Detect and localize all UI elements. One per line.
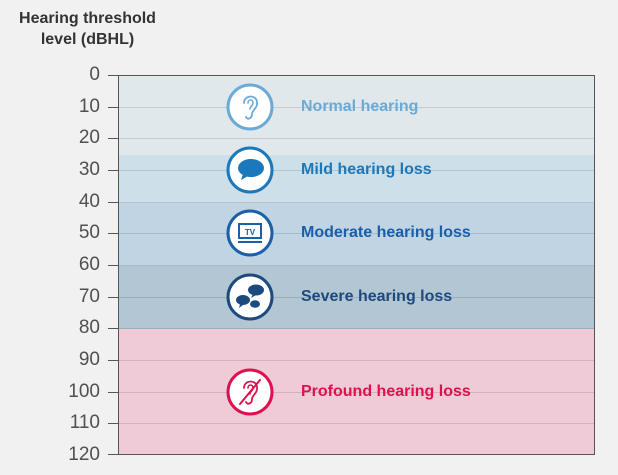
y-tick-label: 80 — [78, 317, 100, 338]
crossed-ear-icon — [226, 368, 274, 416]
y-tick-label: 50 — [78, 222, 100, 243]
y-tick-mark — [108, 297, 118, 298]
y-tick-label: 10 — [78, 96, 100, 117]
y-tick-mark — [108, 265, 118, 266]
gridline — [119, 328, 594, 329]
gridline — [119, 360, 594, 361]
y-tick-label: 60 — [78, 254, 100, 275]
y-tick-label: 110 — [69, 412, 100, 433]
gridline — [119, 138, 594, 139]
y-tick-label: 40 — [78, 191, 100, 212]
y-tick-label: 120 — [68, 444, 100, 465]
ear-icon — [226, 83, 274, 131]
y-tick-label: 20 — [78, 127, 100, 148]
y-tick-mark — [108, 138, 118, 139]
category-label: Moderate hearing loss — [301, 224, 471, 241]
y-axis-title-line2: level (dBHL) — [40, 31, 135, 48]
y-tick-mark — [108, 75, 118, 76]
multiple-speech-bubbles-icon — [226, 273, 274, 321]
y-tick-mark — [108, 328, 118, 329]
category-label: Profound hearing loss — [301, 383, 471, 400]
band-mild — [119, 155, 594, 203]
y-tick-label: 100 — [68, 381, 100, 402]
y-tick-mark — [108, 454, 118, 455]
y-tick-label: 0 — [89, 64, 100, 85]
category-label: Mild hearing loss — [301, 161, 432, 178]
gridline — [119, 233, 594, 234]
y-axis-title-line1: Hearing threshold — [19, 10, 156, 27]
gridline — [119, 107, 594, 108]
band-severe — [119, 266, 594, 329]
category-label: Normal hearing — [301, 98, 419, 115]
y-tick-label: 70 — [78, 286, 100, 307]
gridline — [119, 265, 594, 266]
y-tick-mark — [108, 202, 118, 203]
category-label: Severe hearing loss — [301, 288, 453, 305]
gridline — [119, 202, 594, 203]
svg-text:TV: TV — [245, 228, 256, 237]
gridline — [119, 392, 594, 393]
gridline — [119, 297, 594, 298]
y-tick-mark — [108, 392, 118, 393]
y-axis-title: Hearing threshold level (dBHL) — [0, 8, 175, 50]
y-tick-mark — [108, 423, 118, 424]
tv-icon: TV — [226, 209, 274, 257]
y-tick-mark — [108, 107, 118, 108]
y-tick-mark — [108, 360, 118, 361]
band-normal — [119, 76, 594, 155]
gridline — [119, 170, 594, 171]
band-moderate — [119, 203, 594, 266]
y-tick-label: 90 — [78, 349, 100, 370]
y-tick-mark — [108, 233, 118, 234]
y-tick-mark — [108, 170, 118, 171]
gridline — [119, 423, 594, 424]
plot-area: Normal hearing Mild hearing loss TV Mode… — [118, 75, 595, 455]
y-tick-label: 30 — [78, 159, 100, 180]
speech-bubble-icon — [226, 146, 274, 194]
band-profound — [119, 329, 594, 454]
